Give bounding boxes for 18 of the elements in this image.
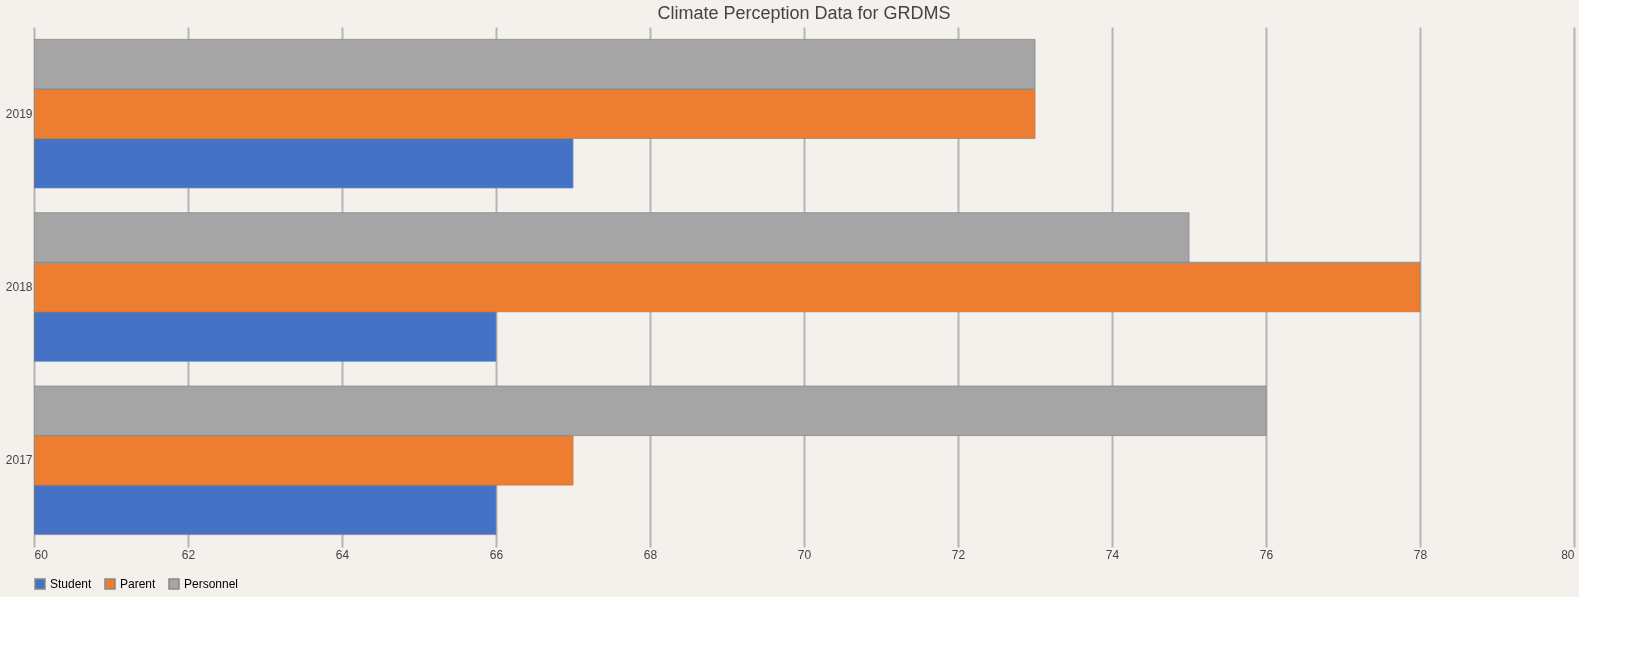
x-tick-label: 62 — [181, 547, 196, 562]
x-tick-label: 66 — [489, 547, 504, 562]
legend-label: Student — [50, 577, 93, 591]
legend-label: Personnel — [184, 577, 239, 591]
x-tick-label: 80 — [1561, 547, 1575, 562]
legend-label: Parent — [120, 577, 157, 591]
x-tick-label: 72 — [951, 547, 966, 562]
y-tick-label: 2018 — [5, 280, 33, 294]
y-tick-label: 2017 — [5, 453, 33, 468]
chart-title: Climate Perception Data for GRDMS — [657, 3, 951, 23]
x-tick-label: 64 — [335, 547, 350, 562]
x-tick-label: 68 — [643, 547, 658, 562]
y-tick-label: 2019 — [5, 106, 33, 121]
x-tick-label: 74 — [1105, 547, 1120, 562]
x-tick-label: 60 — [34, 547, 49, 562]
x-tick-label: 70 — [797, 547, 812, 562]
x-tick-label: 78 — [1413, 547, 1428, 562]
x-tick-label: 76 — [1259, 547, 1274, 562]
